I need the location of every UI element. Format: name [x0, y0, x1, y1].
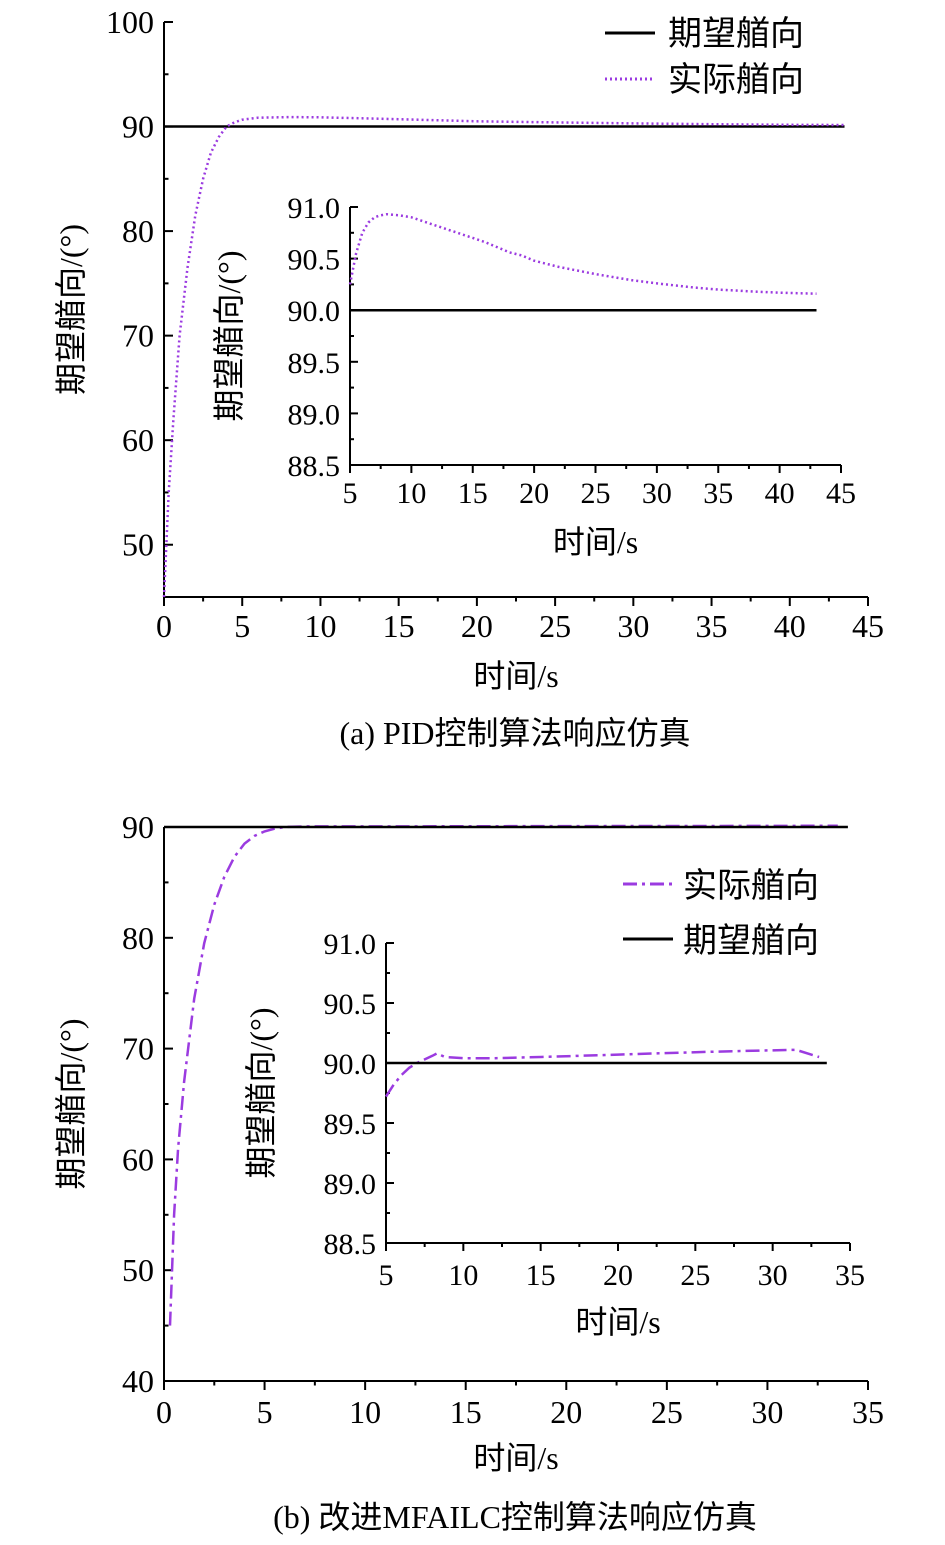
b-inset-y-tick-label: 91.0 [324, 928, 377, 961]
a-main-y-tick-label: 100 [106, 4, 154, 40]
main-plot-a: 0 5 10 15 20 25 30 35 40 45 50 60 70 80 90 100 时间/s 期望艏向/… [53, 4, 884, 694]
b-main-y-tick-label: 70 [122, 1031, 154, 1067]
b-inset-x-tick-label: 20 [603, 1259, 633, 1292]
b-inset-y-tick-label: 90.5 [324, 988, 377, 1021]
a-main-x-tick-label: 20 [461, 608, 493, 644]
a-inset-y-tick-label: 90.5 [288, 244, 341, 277]
a-inset-y-tick-label: 91.0 [288, 192, 341, 225]
a-main-x-tick-label: 35 [696, 608, 728, 644]
a-main-x-tick-label: 45 [852, 608, 884, 644]
a-main-x-tick-label: 5 [234, 608, 250, 644]
a-main-x-tick-label: 15 [383, 608, 415, 644]
b-inset-x-tick-label: 5 [379, 1259, 394, 1292]
a-inset-y-tick-label: 90.0 [288, 295, 341, 328]
b-inset-x-tick-label: 10 [448, 1259, 478, 1292]
b-inset-x-tick-label: 15 [526, 1259, 556, 1292]
b-main-y-axis-label: 期望艏向/(°) [53, 1018, 89, 1189]
b-inset-y-tick-label: 90.0 [324, 1048, 377, 1081]
legend-a-actual-label: 实际艏向 [668, 61, 804, 99]
b-inset-y-tick-label: 88.5 [324, 1228, 377, 1261]
b-inset-y-tick-label: 89.0 [324, 1168, 377, 1201]
b-main-x-tick-label: 10 [349, 1394, 381, 1430]
a-inset-y-tick-label: 88.5 [288, 450, 341, 483]
a-inset-x-tick-label: 45 [826, 477, 856, 510]
a-inset-x-tick-label: 35 [703, 477, 733, 510]
b-main-x-tick-label: 20 [550, 1394, 582, 1430]
legend-a: 期望艏向 实际艏向 [605, 15, 804, 99]
b-main-y-tick-label: 80 [122, 920, 154, 956]
a-main-y-tick-label: 50 [122, 527, 154, 563]
a-inset-series-actual [348, 212, 817, 295]
b-inset-y-tick-label: 89.5 [324, 1108, 377, 1141]
b-main-x-tick-label: 0 [156, 1394, 172, 1430]
inset-plot-a: 5 10 15 20 25 30 35 40 45 88.5 89.0 89.5 90.0 90.5 91.… [211, 192, 856, 560]
b-main-y-tick-label: 90 [122, 809, 154, 845]
b-main-x-tick-label: 15 [450, 1394, 482, 1430]
b-inset-y-axis-label: 期望艏向/(°) [243, 1007, 279, 1178]
legend-b: 实际艏向 期望艏向 [623, 867, 819, 960]
caption-b: (b) 改进MFAILC控制算法响应仿真 [273, 1499, 757, 1535]
a-main-y-tick-label: 70 [122, 318, 154, 354]
a-inset-x-tick-label: 15 [458, 477, 488, 510]
b-main-y-tick-label: 60 [122, 1141, 154, 1177]
a-main-x-tick-label: 10 [304, 608, 336, 644]
legend-b-actual-label: 实际艏向 [683, 867, 819, 905]
a-inset-x-tick-label: 30 [642, 477, 672, 510]
b-main-series-actual [168, 824, 838, 1326]
a-main-x-axis-label: 时间/s [473, 658, 558, 694]
b-main-x-axis-label: 时间/s [473, 1440, 558, 1476]
b-inset-series-actual [384, 1048, 820, 1098]
a-inset-x-tick-label: 25 [581, 477, 611, 510]
a-inset-y-axis-label: 期望艏向/(°) [211, 250, 247, 421]
a-inset-x-tick-label: 20 [519, 477, 549, 510]
caption-a: (a) PID控制算法响应仿真 [339, 715, 690, 751]
chart-panel-b: 0 5 10 15 20 25 30 35 40 50 60 70 80 90 时间/s 期望艏向/(°) 5… [53, 809, 884, 1535]
a-main-y-axis-label: 期望艏向/(°) [53, 224, 89, 395]
a-main-x-tick-label: 0 [156, 608, 172, 644]
a-inset-x-axis-label: 时间/s [553, 524, 638, 560]
a-main-y-tick-label: 60 [122, 422, 154, 458]
b-inset-x-tick-label: 35 [835, 1259, 865, 1292]
a-inset-y-tick-label: 89.0 [288, 398, 341, 431]
inset-plot-b: 5 10 15 20 25 30 35 88.5 89.0 89.5 90.0 90.5 91.0 时间/… [243, 928, 865, 1340]
a-inset-x-tick-label: 40 [765, 477, 795, 510]
b-inset-x-tick-label: 25 [680, 1259, 710, 1292]
a-main-y-tick-label: 90 [122, 109, 154, 145]
a-inset-x-tick-label: 5 [343, 477, 358, 510]
a-main-x-tick-label: 40 [774, 608, 806, 644]
legend-b-desired-label: 期望艏向 [683, 922, 819, 960]
b-main-y-tick-label: 50 [122, 1252, 154, 1288]
b-main-x-tick-label: 35 [852, 1394, 884, 1430]
b-main-x-tick-label: 25 [651, 1394, 683, 1430]
main-plot-b: 0 5 10 15 20 25 30 35 40 50 60 70 80 90 时间/s 期望艏向/(°) [53, 809, 884, 1476]
legend-a-desired-label: 期望艏向 [668, 15, 804, 53]
a-inset-x-tick-label: 10 [396, 477, 426, 510]
a-main-x-tick-label: 30 [617, 608, 649, 644]
a-main-y-tick-label: 80 [122, 213, 154, 249]
a-inset-y-tick-label: 89.5 [288, 347, 341, 380]
chart-panel-a: 0 5 10 15 20 25 30 35 40 45 50 60 70 80 90 100 时间/s 期望艏向/… [53, 4, 884, 751]
b-inset-x-tick-label: 30 [758, 1259, 788, 1292]
a-main-series-actual [162, 115, 845, 598]
b-inset-x-axis-label: 时间/s [575, 1304, 660, 1340]
b-main-y-tick-label: 40 [122, 1363, 154, 1399]
b-main-x-tick-label: 30 [751, 1394, 783, 1430]
b-main-x-tick-label: 5 [257, 1394, 273, 1430]
a-main-x-tick-label: 25 [539, 608, 571, 644]
